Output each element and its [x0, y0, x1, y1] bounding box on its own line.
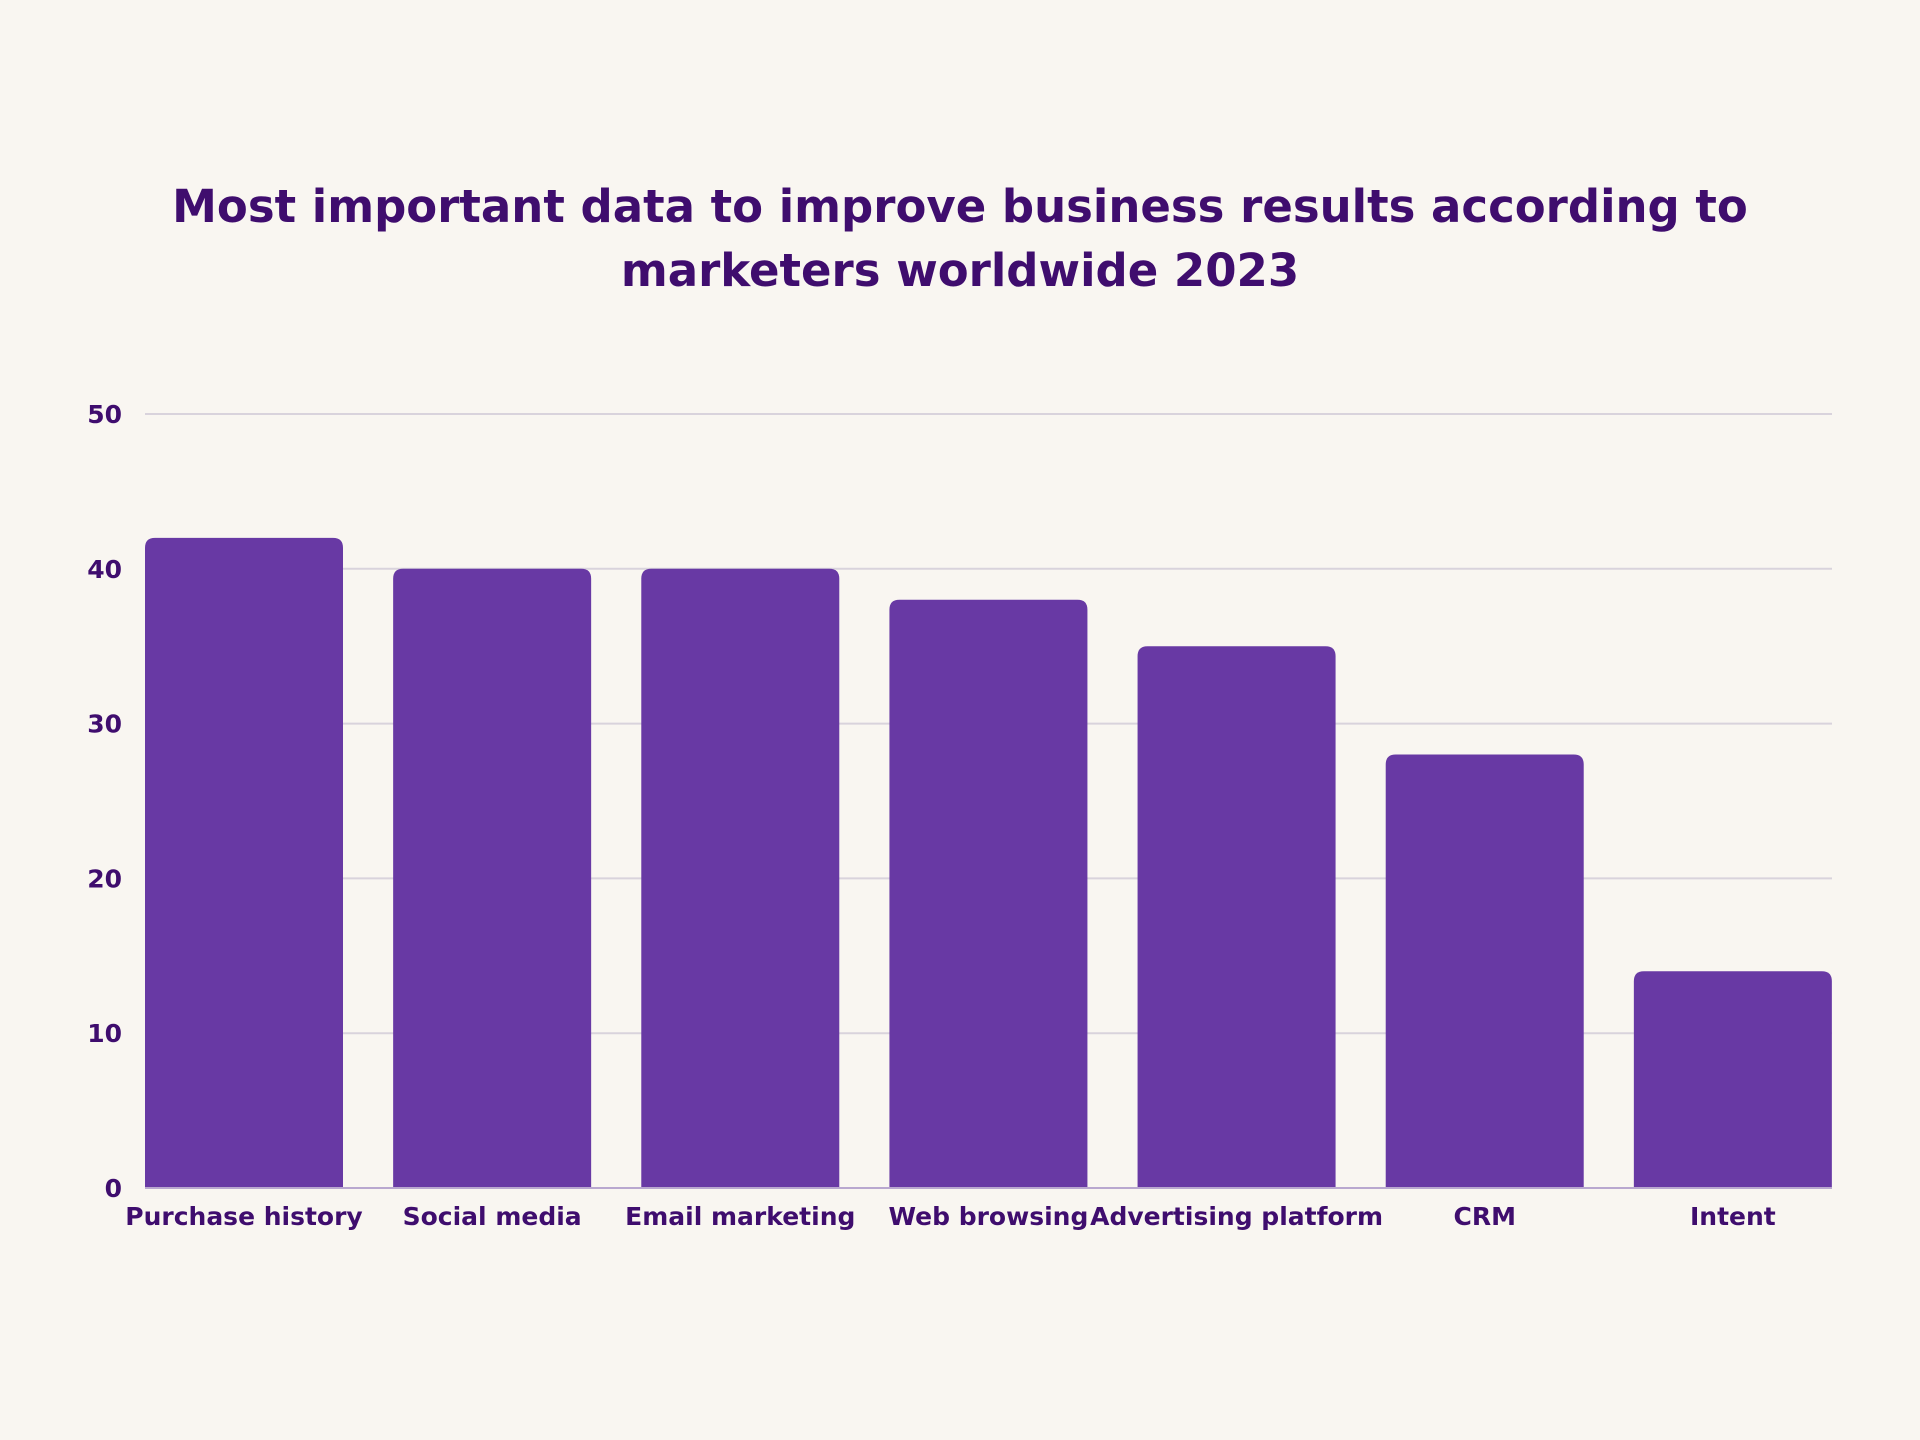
y-tick-label: 0	[105, 1174, 122, 1203]
bar-email-marketing	[641, 568, 840, 1188]
x-tick-label: Purchase history	[125, 1202, 362, 1231]
y-tick-label: 40	[87, 555, 122, 584]
bar-web-browsing	[889, 599, 1088, 1188]
x-tick-label: Web browsing	[888, 1202, 1088, 1231]
x-axis-labels: Purchase history Social media Email market…	[125, 1202, 1776, 1231]
chart-title: Most important data to improve business …	[172, 180, 1748, 297]
bar-intent	[1633, 971, 1832, 1188]
x-tick-label: Social media	[403, 1202, 582, 1231]
x-tick-label: CRM	[1453, 1202, 1515, 1231]
bars	[145, 537, 1832, 1188]
y-tick-label: 50	[87, 400, 122, 429]
x-tick-label: Email marketing	[625, 1202, 855, 1231]
y-tick-label: 20	[87, 864, 122, 893]
y-tick-label: 30	[87, 710, 122, 739]
x-tick-label: Intent	[1690, 1202, 1776, 1231]
bar-advertising-platform	[1137, 646, 1336, 1188]
y-tick-label: 10	[87, 1019, 122, 1048]
bar-social-media	[393, 568, 592, 1188]
y-axis-ticks: 0 10 20 30 40 50	[87, 400, 122, 1203]
bar-crm	[1385, 754, 1584, 1188]
bar-purchase-history	[145, 537, 343, 1188]
x-tick-label: Advertising platform	[1090, 1202, 1383, 1231]
